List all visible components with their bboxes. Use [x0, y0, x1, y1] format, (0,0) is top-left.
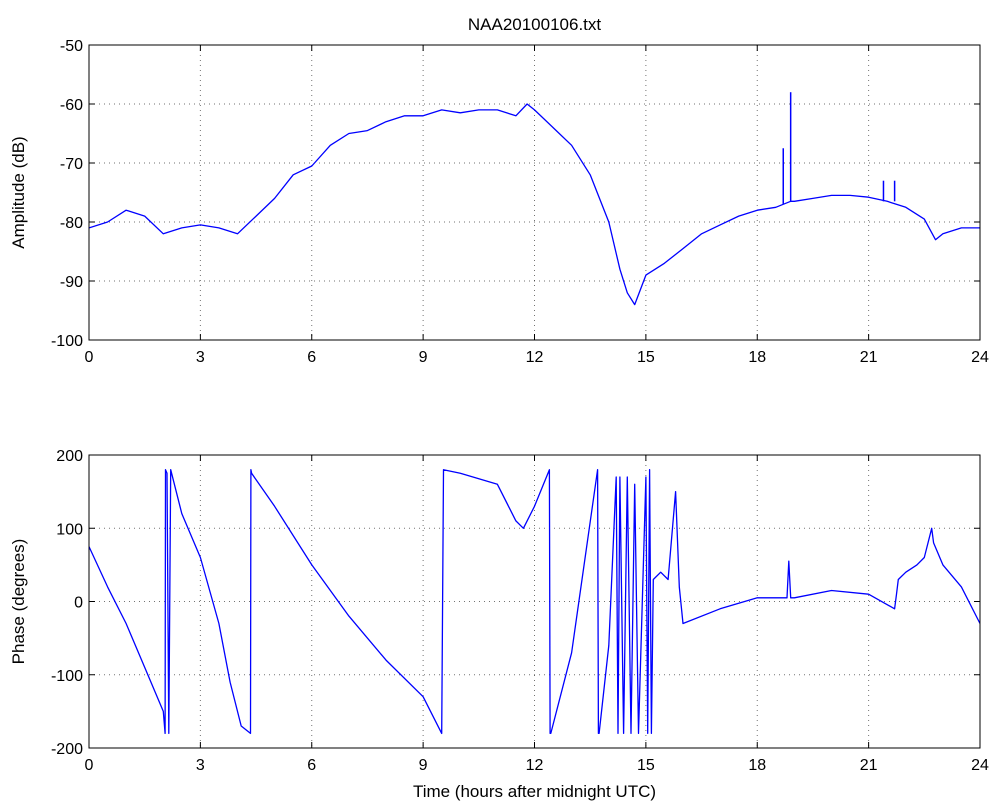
- x-tick-label: 12: [526, 349, 544, 366]
- y-tick-label: 200: [56, 448, 83, 465]
- x-tick-label: 9: [419, 757, 428, 774]
- amplitude-chart: 0 3 6 9 12 15 18 21 24 -50 -60 -70 -80 -90 -100 NAA2010…: [9, 15, 989, 366]
- x-tick-label: 3: [196, 349, 205, 366]
- y-tick-label: 100: [56, 521, 83, 538]
- y-tick-label: -60: [60, 97, 83, 114]
- y-tick-label: -100: [51, 668, 83, 685]
- x-tick-label: 18: [748, 757, 766, 774]
- y-tick-label: -90: [60, 274, 83, 291]
- y-axis-label: Phase (degrees): [9, 539, 28, 665]
- x-tick-label: 12: [526, 757, 544, 774]
- chart-title: NAA20100106.txt: [468, 15, 602, 34]
- y-tick-label: 0: [74, 595, 83, 612]
- phase-chart: 0 3 6 9 12 15 18 21 24 200 100 0 -100 -200 Time (hours…: [9, 448, 989, 801]
- x-tick-label: 24: [971, 349, 989, 366]
- x-tick-label: 21: [860, 349, 878, 366]
- x-tick-label: 6: [307, 757, 316, 774]
- y-tick-label: -80: [60, 215, 83, 232]
- x-tick-label: 0: [85, 349, 94, 366]
- x-tick-label: 3: [196, 757, 205, 774]
- x-tick-label: 9: [419, 349, 428, 366]
- series-line: [89, 469, 980, 735]
- y-tick-label: -200: [51, 741, 83, 758]
- x-axis-label: Time (hours after midnight UTC): [413, 782, 656, 801]
- x-tick-label: 15: [637, 349, 655, 366]
- x-tick-label: 21: [860, 757, 878, 774]
- y-tick-label: -50: [60, 38, 83, 55]
- y-tick-label: -70: [60, 156, 83, 173]
- x-tick-label: 15: [637, 757, 655, 774]
- x-tick-label: 0: [85, 757, 94, 774]
- series-line: [89, 103, 980, 306]
- y-tick-label: -100: [51, 333, 83, 350]
- y-axis-label: Amplitude (dB): [9, 136, 28, 248]
- x-tick-label: 24: [971, 757, 989, 774]
- x-tick-label: 18: [748, 349, 766, 366]
- x-tick-label: 6: [307, 349, 316, 366]
